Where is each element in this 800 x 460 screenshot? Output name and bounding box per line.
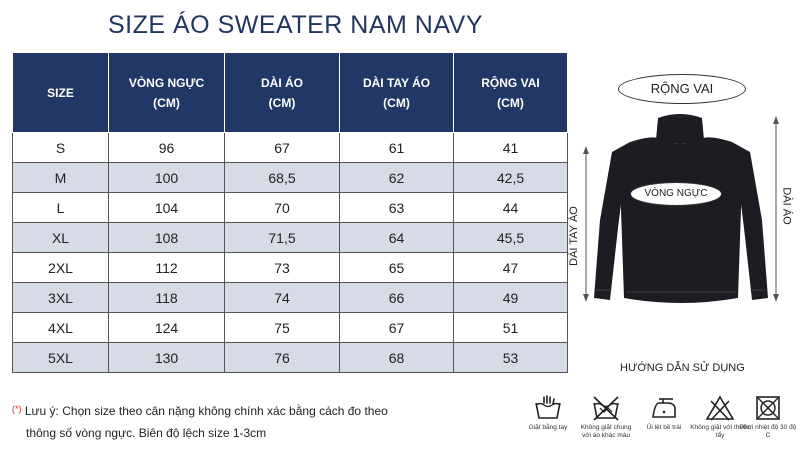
- cell-sleeve: 63: [339, 192, 454, 223]
- note-line-2: thông số vòng ngực. Biên độ lệch size 1-…: [26, 426, 267, 440]
- cell-length: 68,5: [224, 162, 340, 193]
- header-shoulder: RỘNG VAI (CM): [453, 52, 568, 133]
- table-row: 4XL 124 75 67 51: [12, 312, 568, 343]
- cell-length: 70: [224, 192, 340, 223]
- care-caption: Giặt bằng tay: [528, 424, 568, 431]
- cell-size: 2XL: [12, 252, 109, 283]
- usage-title: HƯỚNG DẪN SỬ DỤNG: [620, 362, 745, 374]
- low-iron-icon: [652, 398, 676, 418]
- header-length: DÀI ÁO (CM): [224, 52, 340, 133]
- cell-chest: 108: [108, 222, 225, 253]
- sweater-shape: [594, 114, 768, 303]
- cell-size: M: [12, 162, 109, 193]
- table-header-row: SIZE VÒNG NGỰC (CM) DÀI ÁO (CM) DÀI TAY ÁO…: [12, 52, 568, 133]
- header-sleeve: DÀI TAY ÁO (CM): [339, 52, 454, 133]
- care-caption: Ủi lệt bề trái: [646, 424, 682, 431]
- cell-sleeve: 67: [339, 312, 454, 343]
- cell-chest: 104: [108, 192, 225, 223]
- size-table: SIZE VÒNG NGỰC (CM) DÀI ÁO (CM) DÀI TAY ÁO…: [12, 52, 568, 373]
- cell-size: 5XL: [12, 342, 109, 373]
- size-note: (*) Lưu ý: Chọn size theo cân nặng không…: [12, 400, 432, 444]
- cell-length: 71,5: [224, 222, 340, 253]
- cell-shoulder: 45,5: [453, 222, 568, 253]
- header-size: SIZE: [12, 52, 109, 133]
- cell-shoulder: 44: [453, 192, 568, 223]
- page-title: SIZE ÁO SWEATER NAM NAVY: [108, 11, 484, 39]
- care-iron: Ủi lệt bề trái: [634, 395, 694, 432]
- cell-shoulder: 41: [453, 132, 568, 163]
- table-row: 2XL 112 73 65 47: [12, 252, 568, 283]
- hand-wash-icon: [535, 395, 561, 419]
- cell-length: 75: [224, 312, 340, 343]
- cell-chest: 130: [108, 342, 225, 373]
- table-row: 5XL 130 76 68 53: [12, 342, 568, 373]
- sweater-illustration: [583, 114, 779, 303]
- care-dry: Phơi nhiệt độ 30 độ C: [738, 395, 798, 440]
- no-bleach-icon: [705, 395, 735, 421]
- table-row: S 96 67 61 41: [12, 132, 568, 163]
- cell-shoulder: 49: [453, 282, 568, 313]
- table-row: L 104 70 63 44: [12, 192, 568, 223]
- cell-size: 3XL: [12, 282, 109, 313]
- care-no-mixed: Không giặt chung với áo khác màu: [576, 395, 636, 440]
- cell-sleeve: 68: [339, 342, 454, 373]
- cell-shoulder: 47: [453, 252, 568, 283]
- no-mixed-wash-icon: [593, 396, 619, 421]
- cell-size: L: [12, 192, 109, 223]
- cell-length: 67: [224, 132, 340, 163]
- cell-shoulder: 53: [453, 342, 568, 373]
- care-caption: Không giặt chung với áo khác màu: [580, 424, 632, 439]
- cell-chest: 100: [108, 162, 225, 193]
- cell-size: XL: [12, 222, 109, 253]
- sleeve-length-label: DÀI TAY ÁO: [567, 206, 580, 266]
- cell-chest: 118: [108, 282, 225, 313]
- cell-shoulder: 42,5: [453, 162, 568, 193]
- cell-sleeve: 62: [339, 162, 454, 193]
- table-row: M 100 68,5 62 42,5: [12, 162, 568, 193]
- table-row: XL 108 71,5 64 45,5: [12, 222, 568, 253]
- cell-sleeve: 65: [339, 252, 454, 283]
- care-caption: Phơi nhiệt độ 30 độ C: [739, 424, 797, 439]
- body-length-label: DÀI ÁO: [780, 187, 793, 225]
- cell-sleeve: 64: [339, 222, 454, 253]
- note-line-1: Lưu ý: Chọn size theo cân nặng không chí…: [24, 404, 388, 418]
- cell-length: 74: [224, 282, 340, 313]
- care-no-bleach: Không giặt với thuốc tẩy: [690, 395, 750, 440]
- cell-length: 76: [224, 342, 340, 373]
- header-chest: VÒNG NGỰC (CM): [108, 52, 225, 133]
- shade-dry-icon: [756, 396, 780, 420]
- note-marker: (*): [12, 404, 22, 414]
- cell-chest: 124: [108, 312, 225, 343]
- sweater-diagram: RỘNG VAI VÒNG NGỰC DÀI TAY ÁO DÀI ÁO: [560, 60, 800, 380]
- cell-sleeve: 66: [339, 282, 454, 313]
- cell-size: 4XL: [12, 312, 109, 343]
- care-hand-wash: Giặt bằng tay: [518, 395, 578, 432]
- table-row: 3XL 118 74 66 49: [12, 282, 568, 313]
- cell-chest: 112: [108, 252, 225, 283]
- cell-chest: 96: [108, 132, 225, 163]
- cell-sleeve: 61: [339, 132, 454, 163]
- shoulder-width-label: RỘNG VAI: [618, 74, 746, 104]
- cell-length: 73: [224, 252, 340, 283]
- cell-size: S: [12, 132, 109, 163]
- care-caption: Không giặt với thuốc tẩy: [690, 424, 750, 439]
- cell-shoulder: 51: [453, 312, 568, 343]
- chest-label: VÒNG NGỰC: [630, 182, 722, 206]
